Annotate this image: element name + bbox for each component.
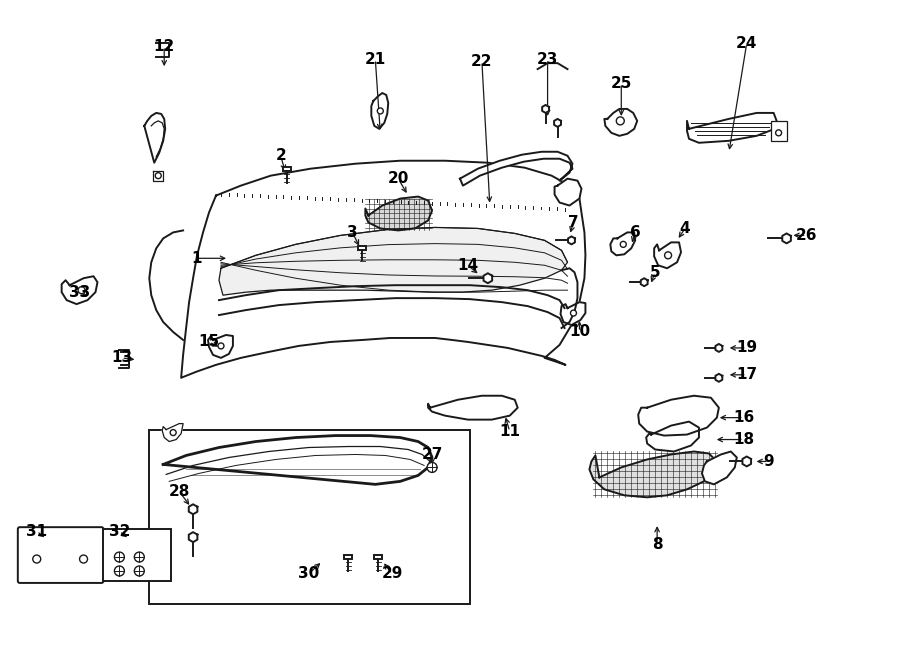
Text: 27: 27 <box>421 447 443 462</box>
Polygon shape <box>716 374 723 382</box>
Polygon shape <box>610 232 635 256</box>
Polygon shape <box>189 532 197 542</box>
Text: 24: 24 <box>736 36 758 51</box>
Text: 14: 14 <box>457 258 479 273</box>
Text: 13: 13 <box>111 350 132 365</box>
Polygon shape <box>162 424 183 442</box>
Polygon shape <box>208 335 233 358</box>
Text: 16: 16 <box>734 410 754 425</box>
Text: 3: 3 <box>347 225 357 240</box>
Text: 5: 5 <box>650 265 661 280</box>
Circle shape <box>776 130 781 136</box>
Circle shape <box>114 552 124 562</box>
Polygon shape <box>163 436 432 485</box>
Text: 4: 4 <box>680 221 690 236</box>
Polygon shape <box>365 197 432 230</box>
Circle shape <box>218 343 224 349</box>
Text: 33: 33 <box>69 285 90 300</box>
Circle shape <box>616 117 625 125</box>
Circle shape <box>134 552 144 562</box>
Polygon shape <box>219 228 568 295</box>
FancyBboxPatch shape <box>149 430 470 604</box>
Text: 6: 6 <box>630 225 641 240</box>
Text: 19: 19 <box>736 340 757 355</box>
Polygon shape <box>542 105 549 113</box>
FancyBboxPatch shape <box>345 555 353 559</box>
Text: 25: 25 <box>610 75 632 91</box>
Text: 18: 18 <box>734 432 754 447</box>
Circle shape <box>134 566 144 576</box>
Text: 22: 22 <box>471 54 492 69</box>
Polygon shape <box>372 93 388 129</box>
FancyBboxPatch shape <box>18 527 104 583</box>
Text: 30: 30 <box>298 567 320 581</box>
Text: 11: 11 <box>500 424 520 439</box>
Polygon shape <box>590 451 717 497</box>
Polygon shape <box>782 234 791 244</box>
Text: 2: 2 <box>275 148 286 164</box>
Polygon shape <box>702 451 737 485</box>
Text: 26: 26 <box>796 228 817 243</box>
Polygon shape <box>716 344 723 352</box>
Text: 15: 15 <box>199 334 220 350</box>
Circle shape <box>664 252 671 259</box>
Text: 28: 28 <box>168 484 190 499</box>
Text: 12: 12 <box>154 38 175 54</box>
Polygon shape <box>61 276 97 304</box>
FancyBboxPatch shape <box>770 121 787 141</box>
Polygon shape <box>561 302 585 325</box>
Text: 8: 8 <box>652 537 662 551</box>
Circle shape <box>428 463 437 473</box>
Polygon shape <box>687 113 777 143</box>
Polygon shape <box>181 161 585 378</box>
Polygon shape <box>641 278 648 286</box>
Circle shape <box>32 555 40 563</box>
Circle shape <box>377 108 383 114</box>
Circle shape <box>78 287 85 294</box>
Polygon shape <box>562 268 578 328</box>
Polygon shape <box>742 457 752 467</box>
Circle shape <box>155 173 161 179</box>
Circle shape <box>79 555 87 563</box>
Circle shape <box>571 310 577 316</box>
Text: 1: 1 <box>191 251 202 266</box>
Text: 9: 9 <box>763 454 774 469</box>
Polygon shape <box>483 273 492 283</box>
Text: 7: 7 <box>568 215 579 230</box>
Polygon shape <box>428 396 518 420</box>
Polygon shape <box>144 113 166 163</box>
Polygon shape <box>554 179 581 205</box>
FancyBboxPatch shape <box>374 555 382 559</box>
Polygon shape <box>460 152 572 185</box>
Text: 23: 23 <box>537 52 558 67</box>
Text: 21: 21 <box>364 52 386 67</box>
Polygon shape <box>646 422 699 451</box>
Text: 29: 29 <box>382 567 403 581</box>
Circle shape <box>620 242 626 248</box>
Text: 32: 32 <box>109 524 130 539</box>
Text: 10: 10 <box>569 324 590 340</box>
Polygon shape <box>638 396 719 436</box>
Text: 31: 31 <box>26 524 48 539</box>
Polygon shape <box>153 171 163 181</box>
FancyBboxPatch shape <box>358 246 366 250</box>
Text: 17: 17 <box>736 367 757 383</box>
Polygon shape <box>149 230 183 340</box>
FancyBboxPatch shape <box>104 529 171 581</box>
Text: 20: 20 <box>388 171 409 186</box>
Polygon shape <box>568 236 575 244</box>
Polygon shape <box>189 504 197 514</box>
Polygon shape <box>654 242 681 268</box>
Polygon shape <box>604 109 637 136</box>
FancyBboxPatch shape <box>283 167 291 171</box>
Polygon shape <box>554 119 561 127</box>
Circle shape <box>170 430 176 436</box>
Circle shape <box>114 566 124 576</box>
